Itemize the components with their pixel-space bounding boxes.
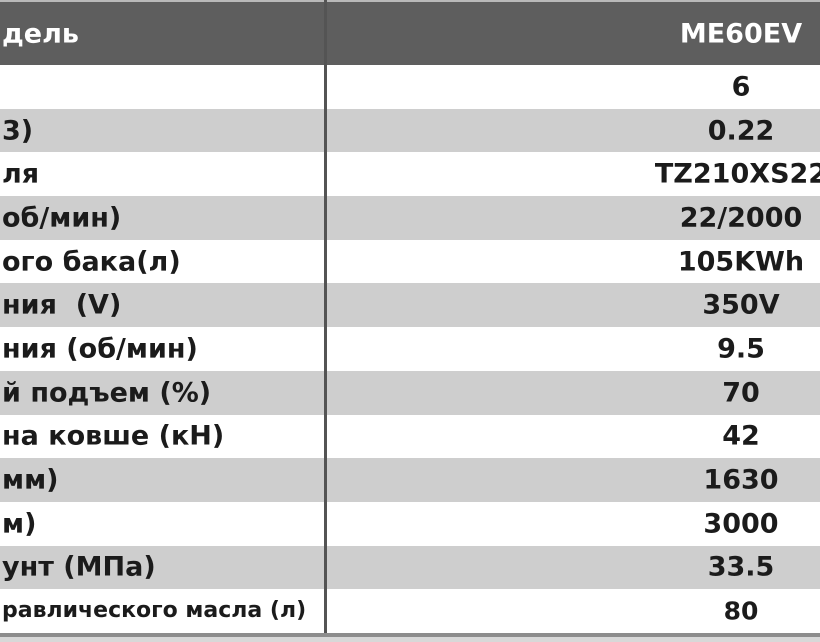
spec-value: 3000 [703,508,779,540]
spec-label: унт (МПа) [2,551,156,583]
spec-label: 3) [2,115,34,147]
spec-value: 6 [731,71,751,103]
header-model-value: ME60EV [679,18,803,49]
spec-label: ния (об/мин) [2,333,198,365]
table-row: ля TZ210XS22 [0,152,820,197]
table-row: 3) 0.22 [0,108,820,153]
table-row: ния (об/мин) 9.5 [0,327,820,371]
spec-value: 1630 [703,464,779,496]
spec-value: TZ210XS22 [654,158,820,190]
spec-label: равлического масла (л) [2,598,307,624]
table-bottom-strip [0,637,820,642]
spec-value: 350V [702,289,780,321]
spec-label: м) [2,508,37,540]
table-row: унт (МПа) 33.5 [0,545,820,590]
spec-value: 33.5 [707,551,775,583]
table-top-border [0,0,820,2]
header-model-label: дель [2,18,79,49]
table-row: на ковше (кН) 42 [0,414,820,459]
table-bottom-border [0,633,820,637]
table-row: й подъем (%) 70 [0,370,820,415]
table-row: равлического масла (л) 80 [0,589,820,633]
table-header-row: дель ME60EV [0,2,820,65]
spec-value: 9.5 [717,333,765,365]
spec-label: об/мин) [2,202,122,234]
spec-value: 70 [722,377,760,409]
column-divider [324,0,327,633]
spec-value: 22/2000 [679,202,803,234]
spec-label: ого бака(л) [2,246,181,278]
table-row: ния (V) 350V [0,283,820,328]
table-row: м) 3000 [0,501,820,546]
spec-label: й подъем (%) [2,377,212,409]
table-row: мм) 1630 [0,458,820,502]
table-row: ого бака(л) 105KWh [0,239,820,284]
spec-value: 105KWh [677,246,805,278]
spec-value: 0.22 [707,115,775,147]
spec-label: ля [2,158,40,190]
spec-label: мм) [2,464,59,496]
spec-value: 80 [723,596,759,626]
table-row: 6 [0,65,820,109]
table-row: об/мин) 22/2000 [0,196,820,240]
spec-rows: 6 3) 0.22 ля TZ210XS22 об/мин) 22/2000 ого бака… [0,65,820,633]
spec-value: 42 [722,420,760,452]
spec-label: ния (V) [2,289,122,321]
spec-label: на ковше (кН) [2,420,225,452]
